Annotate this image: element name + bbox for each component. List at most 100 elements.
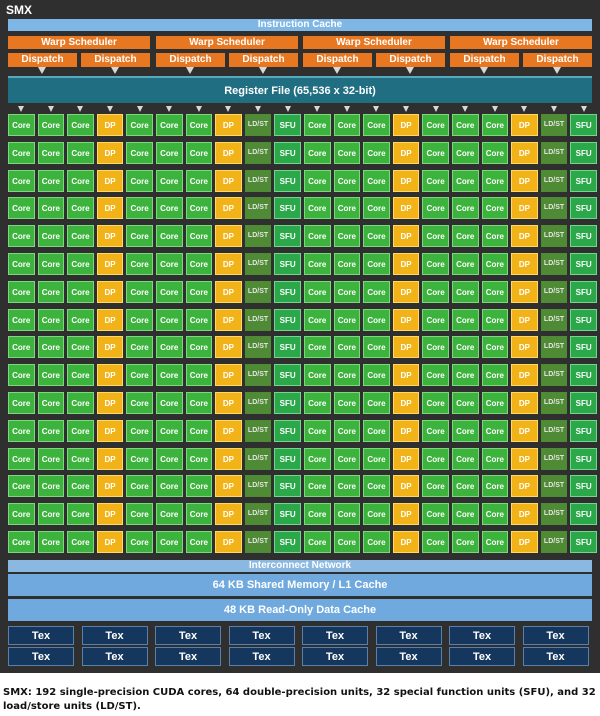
ld-st-unit: LD/ST <box>244 141 272 164</box>
ld-st-unit: LD/ST <box>540 225 568 248</box>
core-unit: Core <box>422 253 449 275</box>
sfu-unit: SFU <box>274 114 301 136</box>
core-unit: Core <box>481 197 509 220</box>
sfu-unit: SFU <box>274 392 301 414</box>
core-unit: Core <box>363 308 390 331</box>
dp-unit: DP Unit <box>215 169 242 208</box>
sfu-unit: SFU <box>274 197 301 220</box>
ld-st-unit: LD/ST <box>540 419 568 442</box>
dispatch-unit: Dispatch <box>8 53 77 67</box>
sfu-unit: SFU <box>570 280 597 303</box>
dp-unit: DP Unit <box>392 364 420 402</box>
core-unit: Core <box>304 392 331 414</box>
dp-unit: DP Unit <box>215 419 242 458</box>
core-unit: Core <box>481 447 509 470</box>
sfu-unit: SFU <box>570 419 597 442</box>
dispatch-unit: Dispatch <box>523 53 592 67</box>
dp-unit: DP Unit <box>392 280 420 319</box>
core-unit: Core <box>363 503 390 526</box>
tex-unit: Tex <box>8 647 74 666</box>
core-unit: Core <box>333 531 361 553</box>
sfu-unit: SFU <box>570 197 597 220</box>
core-unit: Core <box>67 114 94 136</box>
core-unit: Core <box>363 114 390 136</box>
core-unit: Core <box>481 475 509 498</box>
core-unit: Core <box>452 253 479 275</box>
tex-unit: Tex <box>449 626 515 645</box>
core-unit: Core <box>452 392 479 414</box>
core-unit: Core <box>126 475 153 498</box>
core-unit: Core <box>481 280 509 303</box>
read-only-data-cache: 48 KB Read-Only Data Cache <box>8 599 592 621</box>
core-unit: Core <box>185 197 213 220</box>
core-unit: Core <box>185 169 213 192</box>
ld-st-unit: LD/ST <box>244 225 272 248</box>
core-unit: Core <box>37 475 65 498</box>
core-unit: Core <box>8 419 35 442</box>
core-unit: Core <box>67 253 94 275</box>
core-unit: Core <box>8 197 35 220</box>
dp-unit: DP Unit <box>511 308 538 347</box>
core-unit: Core <box>185 503 213 526</box>
dp-unit: DP Unit <box>392 114 420 152</box>
dp-unit: DP Unit <box>511 531 538 569</box>
core-unit: Core <box>304 364 331 387</box>
core-unit: Core <box>333 114 361 136</box>
down-arrow-icon <box>47 106 54 112</box>
core-unit: Core <box>304 419 331 442</box>
ld-st-unit: LD/ST <box>244 531 272 553</box>
dp-unit: DP Unit <box>215 447 242 486</box>
core-unit: Core <box>452 280 479 303</box>
core-unit: Core <box>126 364 153 387</box>
core-unit: Core <box>185 114 213 136</box>
dp-unit: DP Unit <box>392 253 420 291</box>
core-unit: Core <box>481 169 509 192</box>
core-unit: Core <box>304 253 331 275</box>
core-unit: Core <box>481 364 509 387</box>
dp-unit: DP Unit <box>392 447 420 486</box>
core-unit: Core <box>126 169 153 192</box>
dp-unit: DP Unit <box>96 280 124 319</box>
core-unit: Core <box>8 336 35 359</box>
core-unit: Core <box>422 280 449 303</box>
core-unit: Core <box>37 169 65 192</box>
interconnect-network: Interconnect Network <box>8 560 592 572</box>
dispatch-unit: Dispatch <box>303 53 372 67</box>
core-unit: Core <box>304 503 331 526</box>
dp-unit: DP Unit <box>96 308 124 347</box>
core-unit: Core <box>452 169 479 192</box>
core-unit: Core <box>452 419 479 442</box>
down-arrow-icon <box>343 106 350 112</box>
ld-st-unit: LD/ST <box>540 531 568 553</box>
core-unit: Core <box>185 364 213 387</box>
sfu-unit: SFU <box>570 531 597 553</box>
tex-unit: Tex <box>302 647 368 666</box>
dp-unit: DP Unit <box>511 503 538 541</box>
core-unit: Core <box>422 503 449 526</box>
core-unit: Core <box>126 308 153 331</box>
dp-unit: DP Unit <box>392 169 420 208</box>
dp-unit: DP Unit <box>511 280 538 319</box>
core-unit: Core <box>156 531 183 553</box>
core-unit: Core <box>304 141 331 164</box>
instruction-cache: Instruction Cache <box>8 19 592 31</box>
core-unit: Core <box>156 364 183 387</box>
ld-st-unit: LD/ST <box>540 475 568 498</box>
core-unit: Core <box>422 114 449 136</box>
core-unit: Core <box>37 253 65 275</box>
figure-caption: SMX: 192 single-precision CUDA cores, 64… <box>3 687 596 712</box>
warp-scheduler: Warp Scheduler <box>8 36 150 49</box>
shared-memory-l1-cache: 64 KB Shared Memory / L1 Cache <box>8 574 592 596</box>
sfu-unit: SFU <box>274 503 301 526</box>
core-unit: Core <box>8 392 35 414</box>
dp-unit: DP Unit <box>215 253 242 291</box>
ld-st-unit: LD/ST <box>244 308 272 331</box>
core-unit: Core <box>37 197 65 220</box>
core-unit: Core <box>37 141 65 164</box>
sfu-unit: SFU <box>570 336 597 359</box>
warp-scheduler: Warp Scheduler <box>156 36 298 49</box>
sfu-unit: SFU <box>274 475 301 498</box>
dp-unit: DP Unit <box>215 114 242 152</box>
core-unit: Core <box>37 364 65 387</box>
core-unit: Core <box>422 225 449 248</box>
